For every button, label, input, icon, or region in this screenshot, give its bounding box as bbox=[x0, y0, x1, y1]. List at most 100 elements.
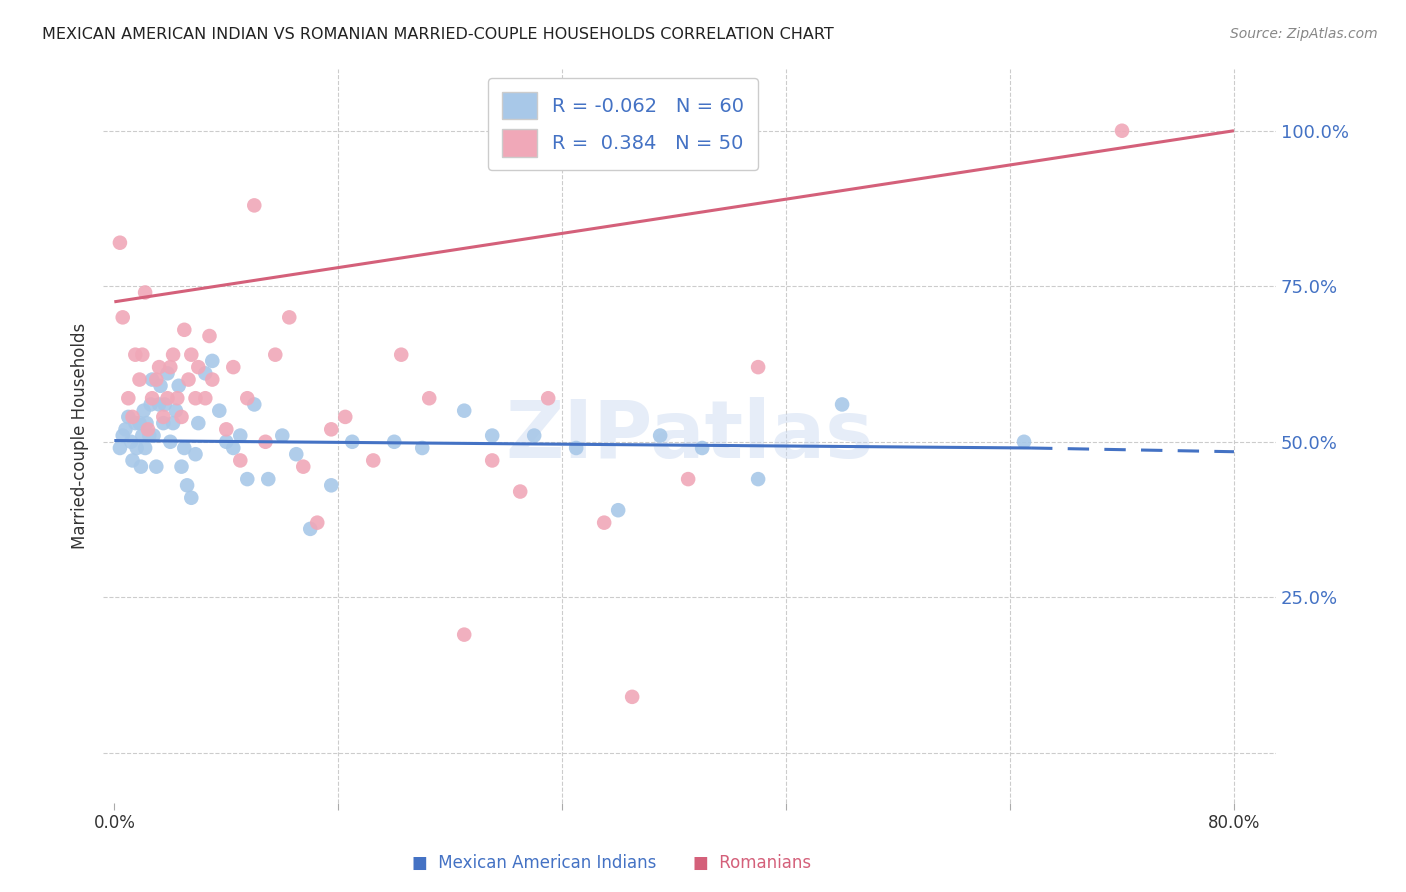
Point bbox=[523, 428, 546, 442]
Point bbox=[593, 516, 616, 530]
Point bbox=[187, 416, 209, 430]
Point bbox=[111, 428, 134, 442]
Point bbox=[278, 310, 301, 325]
Point bbox=[747, 472, 769, 486]
Point bbox=[342, 434, 364, 449]
Point bbox=[481, 453, 503, 467]
Text: Source: ZipAtlas.com: Source: ZipAtlas.com bbox=[1230, 27, 1378, 41]
Point bbox=[198, 329, 221, 343]
Point bbox=[271, 428, 294, 442]
Point bbox=[215, 422, 238, 436]
Point bbox=[1111, 124, 1133, 138]
Point bbox=[173, 323, 195, 337]
Point bbox=[676, 472, 699, 486]
Point bbox=[215, 434, 238, 449]
Point bbox=[124, 348, 146, 362]
Point bbox=[136, 422, 159, 436]
Point bbox=[1012, 434, 1035, 449]
Point bbox=[321, 422, 343, 436]
Text: ■  Mexican American Indians: ■ Mexican American Indians bbox=[412, 855, 657, 872]
Point bbox=[129, 459, 152, 474]
Legend: R = -0.062   N = 60, R =  0.384   N = 50: R = -0.062 N = 60, R = 0.384 N = 50 bbox=[488, 78, 758, 170]
Text: ■  Romanians: ■ Romanians bbox=[693, 855, 811, 872]
Point bbox=[361, 453, 384, 467]
Point bbox=[148, 397, 170, 411]
Point bbox=[159, 434, 181, 449]
Point bbox=[131, 428, 153, 442]
Point bbox=[621, 690, 644, 704]
Point bbox=[138, 428, 160, 442]
Point bbox=[156, 367, 179, 381]
Point bbox=[170, 409, 193, 424]
Point bbox=[418, 391, 440, 405]
Y-axis label: Married-couple Households: Married-couple Households bbox=[72, 322, 89, 549]
Point bbox=[149, 378, 172, 392]
Point bbox=[201, 354, 224, 368]
Point bbox=[111, 310, 134, 325]
Point bbox=[453, 627, 475, 641]
Point bbox=[382, 434, 405, 449]
Point bbox=[153, 397, 176, 411]
Point bbox=[607, 503, 630, 517]
Point bbox=[139, 397, 162, 411]
Point bbox=[152, 409, 174, 424]
Point bbox=[132, 403, 155, 417]
Point bbox=[176, 478, 198, 492]
Point bbox=[184, 447, 207, 461]
Point bbox=[747, 360, 769, 375]
Point bbox=[124, 416, 146, 430]
Point bbox=[187, 360, 209, 375]
Point bbox=[222, 441, 245, 455]
Point bbox=[180, 491, 202, 505]
Point bbox=[208, 403, 231, 417]
Point bbox=[389, 348, 412, 362]
Point bbox=[690, 441, 713, 455]
Point bbox=[125, 441, 148, 455]
Text: MEXICAN AMERICAN INDIAN VS ROMANIAN MARRIED-COUPLE HOUSEHOLDS CORRELATION CHART: MEXICAN AMERICAN INDIAN VS ROMANIAN MARR… bbox=[42, 27, 834, 42]
Point bbox=[166, 391, 188, 405]
Point bbox=[156, 391, 179, 405]
Point bbox=[453, 403, 475, 417]
Point bbox=[141, 373, 163, 387]
Point bbox=[565, 441, 588, 455]
Point bbox=[292, 459, 315, 474]
Point bbox=[108, 235, 131, 250]
Point bbox=[145, 459, 167, 474]
Point bbox=[236, 472, 259, 486]
Point bbox=[167, 378, 190, 392]
Point bbox=[307, 516, 329, 530]
Point bbox=[831, 397, 853, 411]
Point bbox=[134, 285, 156, 300]
Point bbox=[229, 453, 252, 467]
Point bbox=[299, 522, 322, 536]
Point bbox=[229, 428, 252, 442]
Point bbox=[121, 409, 143, 424]
Point bbox=[117, 391, 139, 405]
Point bbox=[173, 441, 195, 455]
Point bbox=[285, 447, 308, 461]
Point bbox=[159, 360, 181, 375]
Point bbox=[117, 409, 139, 424]
Point bbox=[152, 416, 174, 430]
Point bbox=[131, 348, 153, 362]
Point bbox=[134, 441, 156, 455]
Point bbox=[254, 434, 277, 449]
Point bbox=[243, 397, 266, 411]
Point bbox=[194, 391, 217, 405]
Point bbox=[264, 348, 287, 362]
Point bbox=[170, 459, 193, 474]
Point bbox=[165, 403, 187, 417]
Text: ZIPatlas: ZIPatlas bbox=[505, 397, 873, 475]
Point bbox=[184, 391, 207, 405]
Point bbox=[120, 434, 142, 449]
Point bbox=[509, 484, 531, 499]
Point bbox=[236, 391, 259, 405]
Point bbox=[128, 416, 150, 430]
Point bbox=[177, 373, 200, 387]
Point bbox=[650, 428, 672, 442]
Point bbox=[180, 348, 202, 362]
Point bbox=[121, 453, 143, 467]
Point bbox=[194, 367, 217, 381]
Point bbox=[141, 391, 163, 405]
Point bbox=[243, 198, 266, 212]
